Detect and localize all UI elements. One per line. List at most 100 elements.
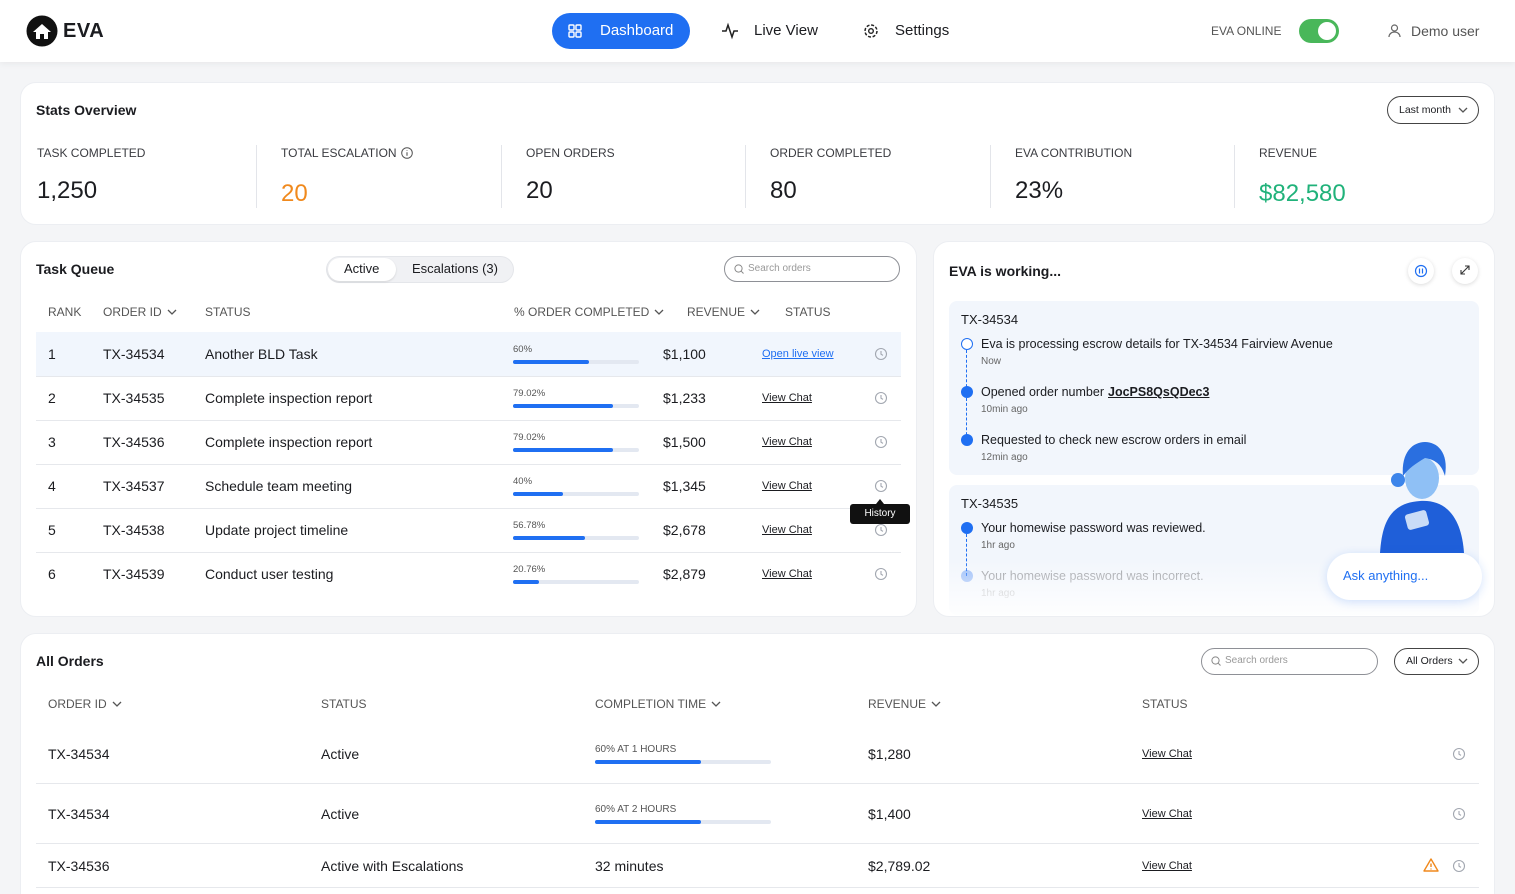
stat-label: EVA CONTRIBUTION — [1015, 146, 1133, 160]
user-name[interactable]: Demo user — [1411, 23, 1480, 39]
icon-part — [575, 24, 582, 31]
order-id: TX-34534 — [48, 806, 110, 822]
sort-chevron[interactable] — [931, 701, 941, 707]
sort-chevron[interactable] — [1458, 658, 1468, 664]
stat-value: 23% — [1015, 177, 1064, 204]
timeline-line — [966, 534, 967, 576]
search-icon — [734, 264, 744, 274]
icon-part — [867, 27, 874, 34]
action-link[interactable]: View Chat — [1142, 860, 1192, 872]
search-box[interactable] — [724, 256, 900, 282]
action-link[interactable]: View Chat — [762, 568, 812, 580]
group-order-id: TX-34535 — [961, 496, 1019, 511]
column-header: STATUS — [1142, 697, 1188, 711]
stat-value: 1,250 — [37, 177, 98, 204]
history-icon[interactable] — [1452, 807, 1466, 821]
stat-divider — [256, 145, 257, 208]
action-link[interactable]: View Chat — [762, 524, 812, 536]
completion-label: 60% AT 2 HOURS — [595, 804, 677, 815]
history-icon[interactable] — [874, 435, 888, 449]
settings-icon — [864, 24, 878, 38]
tooltip — [850, 504, 910, 524]
search-placeholder[interactable]: Search orders — [1225, 655, 1288, 666]
rank: 1 — [48, 346, 56, 362]
action-link[interactable]: View Chat — [762, 480, 812, 492]
icon-part — [1452, 807, 1466, 821]
user-icon — [1388, 24, 1401, 38]
revenue: $1,500 — [663, 434, 706, 450]
nav-item[interactable]: Live View — [754, 22, 818, 39]
task-queue-card — [20, 241, 917, 617]
event-time: 1hr ago — [981, 540, 1015, 551]
row-divider — [36, 843, 1479, 844]
nav-active-pill[interactable] — [552, 13, 690, 49]
history-icon[interactable] — [874, 347, 888, 361]
event-text: Opened order number — [981, 385, 1104, 399]
timeline-dot — [961, 338, 973, 350]
action-link[interactable]: View Chat — [762, 392, 812, 404]
sort-chevron[interactable] — [654, 309, 664, 315]
icon-part — [734, 264, 743, 273]
nav-item[interactable]: Settings — [895, 22, 950, 39]
order-link[interactable]: JocPS8QsQDec3 — [1108, 385, 1210, 399]
sort-chevron[interactable] — [112, 701, 122, 707]
history-icon[interactable] — [874, 523, 888, 537]
stat-label: TASK COMPLETED — [37, 146, 146, 160]
icon-part — [1452, 859, 1466, 873]
pause-icon — [1414, 264, 1428, 278]
order-id: TX-34534 — [48, 746, 110, 762]
icon-part — [880, 439, 884, 444]
icon-part — [1390, 24, 1399, 32]
icon-part — [1458, 751, 1462, 756]
icon-part — [568, 31, 575, 38]
info-icon[interactable] — [401, 147, 413, 159]
icon-part — [874, 479, 888, 493]
filter-button[interactable] — [1394, 648, 1479, 675]
order-id: TX-34536 — [48, 858, 110, 874]
action-link[interactable]: Open live view — [762, 348, 834, 360]
prompt-placeholder[interactable]: Ask anything... — [1343, 568, 1429, 583]
tab-active[interactable] — [328, 258, 396, 281]
prompt-box[interactable] — [1327, 553, 1482, 600]
tab[interactable]: Active — [344, 261, 380, 276]
filter-label[interactable]: All Orders — [1406, 655, 1453, 667]
search-box[interactable] — [1201, 648, 1378, 675]
sort-chevron[interactable] — [750, 309, 760, 315]
sort-chevron[interactable] — [167, 309, 177, 315]
action-link[interactable]: View Chat — [1142, 808, 1192, 820]
tab[interactable]: Escalations (3) — [412, 261, 498, 276]
history-icon[interactable] — [874, 391, 888, 405]
history-icon[interactable] — [1452, 859, 1466, 873]
rank: 3 — [48, 434, 56, 450]
order-id: TX-34539 — [103, 566, 165, 582]
sort-chevron[interactable] — [711, 701, 721, 707]
sort-chevron[interactable] — [1458, 107, 1468, 113]
row-divider — [36, 508, 901, 509]
revenue: $2,879 — [663, 566, 706, 582]
rank: 2 — [48, 390, 56, 406]
task-status: Another BLD Task — [205, 346, 318, 362]
order-id: TX-34537 — [103, 478, 165, 494]
completion-label: 60% AT 1 HOURS — [595, 744, 677, 755]
task-status: Update project timeline — [205, 522, 349, 538]
history-icon[interactable] — [1452, 747, 1466, 761]
event-text: Eva is processing escrow details for TX-… — [981, 337, 1333, 351]
icon-part — [874, 347, 888, 361]
history-icon[interactable] — [874, 479, 888, 493]
progress-fill — [513, 360, 589, 364]
search-placeholder[interactable]: Search orders — [748, 263, 811, 274]
filter-button[interactable] — [1387, 96, 1479, 124]
event-time: Now — [981, 356, 1002, 367]
timeline-line — [966, 350, 967, 392]
action-link[interactable]: View Chat — [762, 436, 812, 448]
filter-label[interactable]: Last month — [1399, 104, 1451, 116]
nav-item[interactable]: Dashboard — [600, 22, 674, 39]
pause-button[interactable] — [1408, 258, 1434, 284]
icon-part — [931, 701, 941, 707]
progress-fill — [595, 760, 701, 764]
stat-value: $82,580 — [1259, 180, 1346, 207]
expand-button[interactable] — [1452, 258, 1478, 284]
action-link[interactable]: View Chat — [1142, 748, 1192, 760]
icon-part — [1388, 31, 1401, 38]
history-icon[interactable] — [874, 567, 888, 581]
